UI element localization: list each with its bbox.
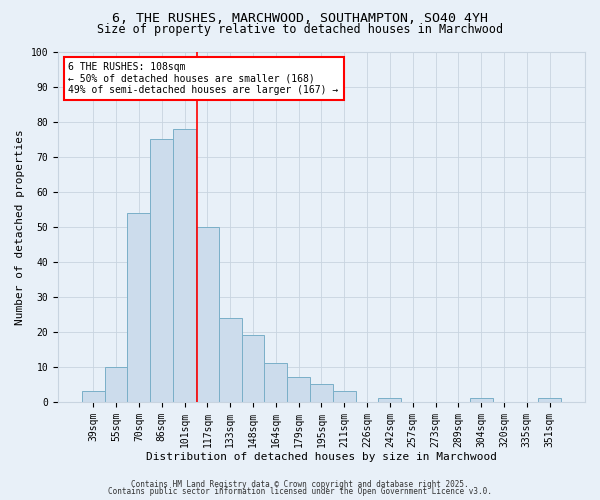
X-axis label: Distribution of detached houses by size in Marchwood: Distribution of detached houses by size … [146, 452, 497, 462]
Text: 6 THE RUSHES: 108sqm
← 50% of detached houses are smaller (168)
49% of semi-deta: 6 THE RUSHES: 108sqm ← 50% of detached h… [68, 62, 338, 95]
Text: Contains public sector information licensed under the Open Government Licence v3: Contains public sector information licen… [108, 487, 492, 496]
Bar [265, 364, 287, 402]
Bar [219, 318, 242, 402]
Bar [173, 128, 196, 402]
Bar [470, 398, 493, 402]
Bar [242, 336, 265, 402]
Text: Size of property relative to detached houses in Marchwood: Size of property relative to detached ho… [97, 22, 503, 36]
Bar [82, 392, 104, 402]
Bar [127, 212, 151, 402]
Bar [151, 139, 173, 402]
Text: 6, THE RUSHES, MARCHWOOD, SOUTHAMPTON, SO40 4YH: 6, THE RUSHES, MARCHWOOD, SOUTHAMPTON, S… [112, 12, 488, 26]
Y-axis label: Number of detached properties: Number of detached properties [15, 129, 25, 324]
Bar [104, 367, 127, 402]
Text: Contains HM Land Registry data © Crown copyright and database right 2025.: Contains HM Land Registry data © Crown c… [131, 480, 469, 489]
Bar [196, 226, 219, 402]
Bar [310, 384, 333, 402]
Bar [287, 378, 310, 402]
Bar [538, 398, 561, 402]
Bar [333, 392, 356, 402]
Bar [379, 398, 401, 402]
